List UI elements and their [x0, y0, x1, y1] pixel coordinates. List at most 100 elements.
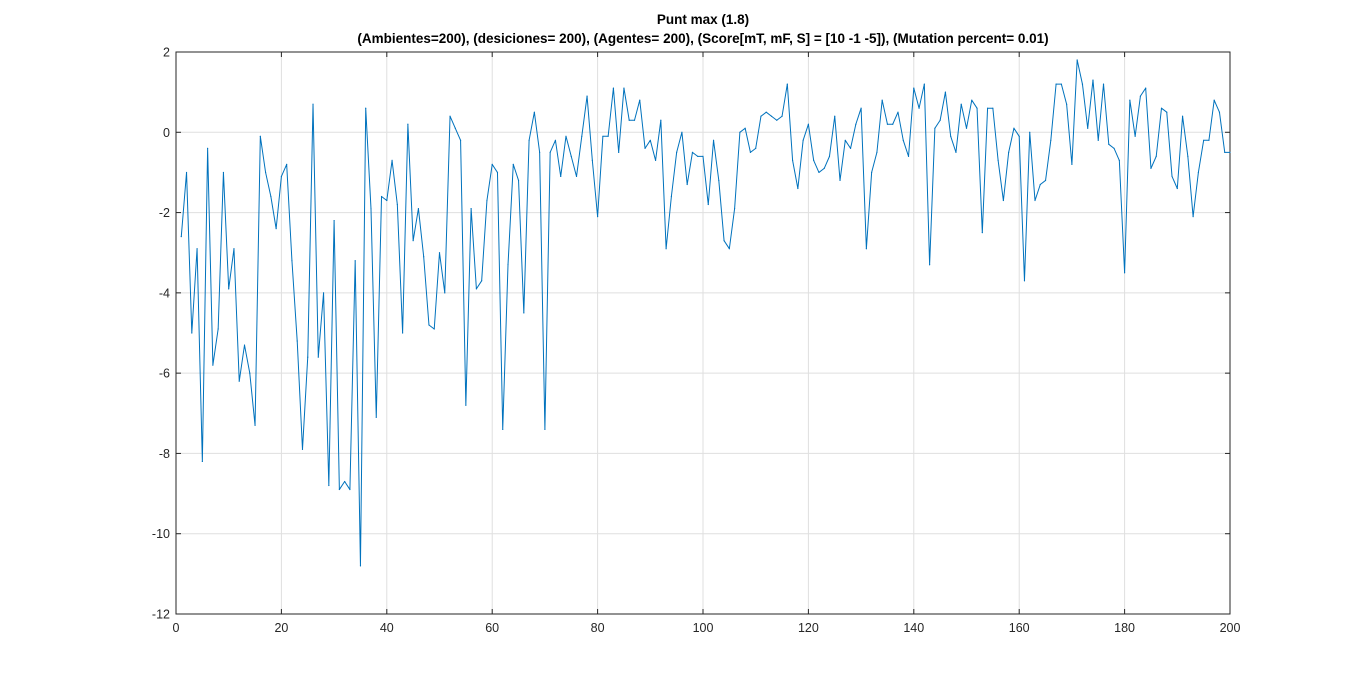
data-point: [618, 151, 620, 153]
data-point: [344, 480, 346, 483]
data-point: [264, 171, 267, 174]
x-tick-label: 200: [1220, 621, 1241, 635]
data-point: [407, 123, 409, 125]
data-point: [1134, 135, 1136, 137]
data-point: [349, 488, 351, 491]
data-point: [496, 171, 499, 174]
data-point: [834, 115, 836, 117]
y-tick-label: -12: [152, 608, 170, 622]
data-point: [301, 448, 304, 451]
data-point: [317, 356, 319, 358]
data-point: [1229, 151, 1231, 153]
y-tick-label: -8: [159, 447, 170, 461]
data-point: [328, 484, 330, 487]
data-point: [507, 264, 509, 266]
data-point: [1102, 83, 1105, 85]
data-point: [396, 203, 398, 206]
data-point: [1044, 179, 1047, 182]
data-point: [623, 87, 625, 89]
data-point: [438, 252, 441, 254]
data-point: [913, 87, 915, 89]
y-tick-label: -10: [152, 527, 170, 541]
data-point: [1023, 280, 1026, 282]
data-point: [1129, 99, 1131, 101]
data-point: [707, 203, 709, 206]
data-point: [286, 163, 288, 165]
data-point: [475, 288, 477, 290]
x-tick-label: 20: [274, 621, 288, 635]
y-tick-label: -6: [159, 367, 170, 381]
data-point: [191, 332, 193, 334]
data-point: [1087, 127, 1089, 129]
data-point: [723, 240, 725, 242]
data-point: [681, 131, 683, 133]
data-point: [207, 147, 209, 149]
data-point: [992, 107, 994, 109]
data-point: [228, 288, 230, 290]
data-point: [602, 135, 604, 137]
data-point: [249, 372, 251, 374]
data-point: [481, 280, 483, 282]
data-point: [1208, 139, 1210, 141]
data-point: [691, 151, 694, 153]
data-point: [665, 248, 667, 250]
data-point: [633, 119, 636, 121]
data-point: [196, 248, 198, 250]
x-tick-label: 180: [1114, 621, 1135, 635]
data-point: [813, 159, 815, 161]
data-point: [333, 220, 335, 222]
data-point: [238, 380, 240, 382]
data-point: [944, 91, 947, 93]
data-point: [897, 111, 899, 113]
data-point: [1076, 59, 1078, 61]
data-point: [217, 328, 219, 330]
data-point: [1150, 167, 1152, 170]
data-point: [786, 83, 788, 85]
data-point: [1029, 131, 1031, 133]
data-point: [1013, 127, 1015, 129]
data-point: [1066, 103, 1068, 105]
data-point: [222, 171, 225, 174]
data-point: [1108, 143, 1110, 145]
data-point: [739, 131, 741, 133]
data-point: [1213, 99, 1215, 101]
data-point: [886, 123, 889, 125]
data-point: [565, 135, 567, 137]
data-point: [380, 195, 383, 198]
data-point: [491, 163, 493, 165]
data-point: [907, 155, 910, 157]
data-point: [1160, 107, 1163, 109]
y-tick-label: 0: [163, 126, 170, 140]
data-point: [955, 151, 957, 153]
data-point: [765, 111, 767, 113]
data-point: [354, 260, 356, 262]
data-point: [902, 139, 904, 141]
data-point: [312, 103, 314, 105]
data-layer: [180, 59, 1231, 567]
data-point: [444, 292, 446, 294]
data-point: [259, 135, 261, 137]
data-point: [728, 248, 730, 250]
data-point: [892, 123, 894, 125]
data-point: [781, 115, 783, 117]
data-point: [1071, 163, 1073, 165]
data-point: [929, 264, 931, 266]
data-point: [1224, 151, 1226, 153]
data-point: [533, 111, 535, 113]
data-point: [760, 115, 762, 117]
data-point: [370, 207, 372, 210]
data-point: [950, 135, 952, 137]
data-point: [270, 195, 272, 198]
data-point: [1192, 215, 1194, 218]
data-point: [291, 260, 293, 262]
y-tick-label: -4: [159, 286, 170, 300]
data-point: [307, 356, 309, 358]
data-point: [828, 155, 831, 157]
data-point: [449, 115, 451, 117]
data-point: [417, 207, 420, 210]
data-point: [233, 248, 235, 250]
data-point: [654, 159, 657, 161]
data-point: [570, 155, 572, 157]
data-point: [612, 87, 615, 89]
